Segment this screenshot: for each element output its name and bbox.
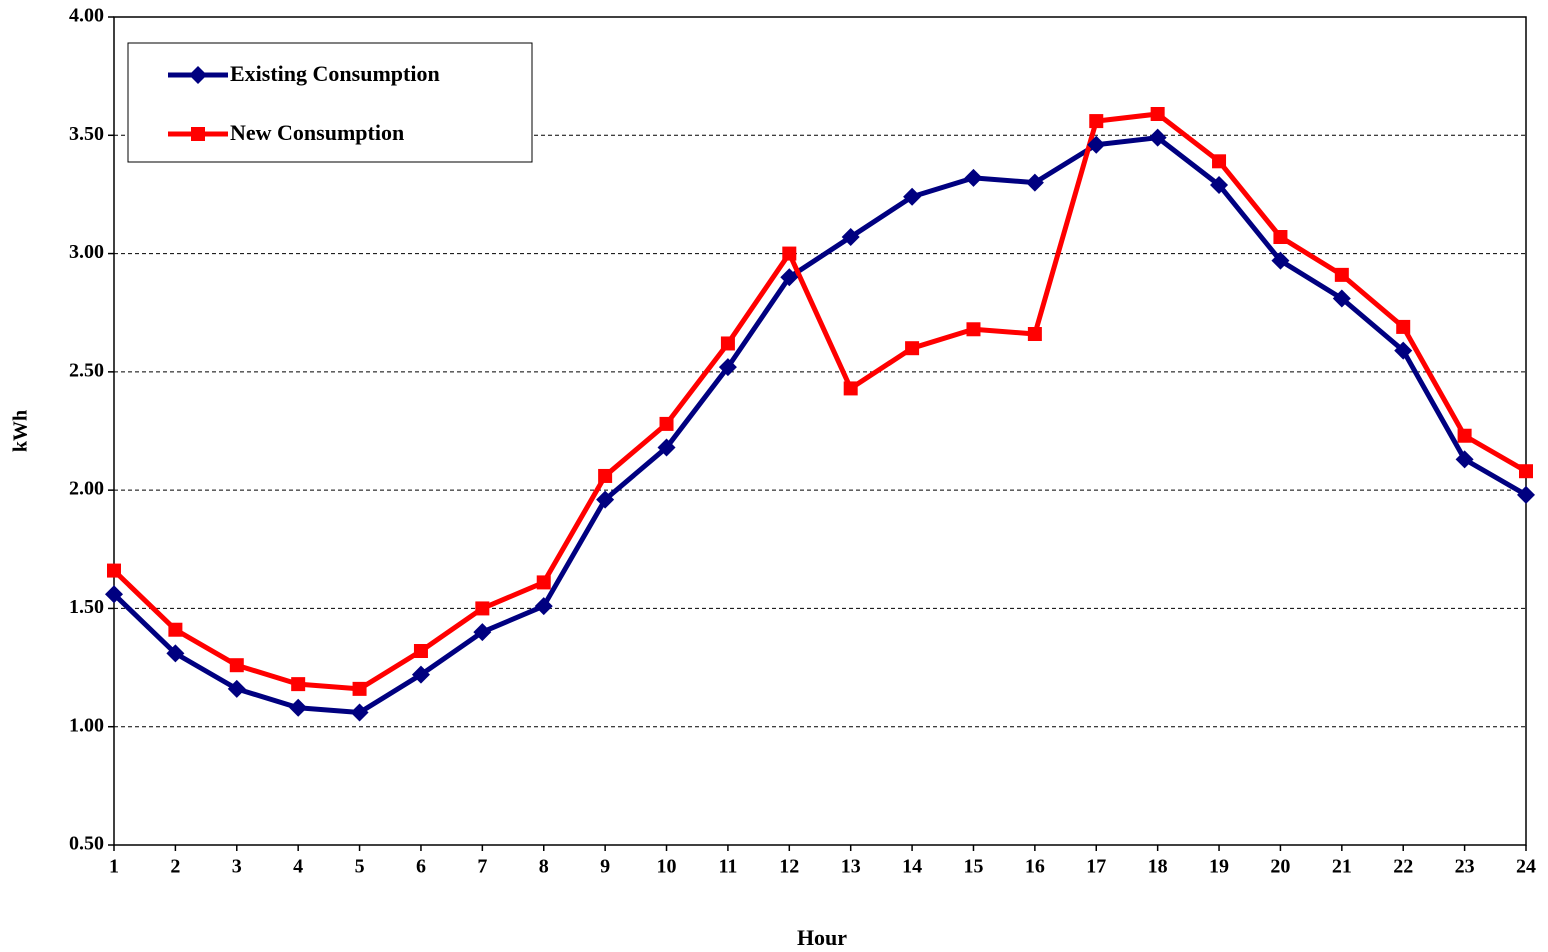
legend-marker [191,127,205,141]
x-tick-label: 16 [1025,856,1045,878]
x-tick-label: 10 [657,856,677,878]
data-point [1519,464,1533,479]
x-tick-label: 5 [355,856,365,878]
data-point [475,601,490,616]
data-point [659,416,674,431]
series-line [112,135,1528,716]
data-point [1517,485,1535,504]
y-tick-label: 1.00 [69,714,104,736]
data-point [1025,173,1044,192]
data-point [350,703,369,722]
data-point [1334,267,1349,282]
data-point [966,322,981,337]
x-axis-label: Hour [797,925,847,950]
data-point [536,575,551,590]
data-point [411,665,430,684]
x-tick-label: 14 [902,856,922,878]
y-tick-label: 4.00 [69,5,104,27]
y-tick-label: 3.00 [69,241,104,263]
data-point [905,341,920,356]
legend-label: Existing Consumption [230,61,440,86]
x-tick-label: 8 [539,856,549,878]
data-point [168,622,183,637]
data-point [473,623,492,642]
data-point [1027,327,1042,342]
x-tick-label: 11 [718,856,737,878]
legend-marker [189,66,207,84]
data-point [289,698,308,717]
y-tick-label: 3.50 [69,123,104,145]
data-point [534,597,553,616]
data-point [1271,251,1290,270]
data-point [1455,450,1474,469]
data-point [780,268,799,287]
data-point [657,438,676,457]
x-tick-label: 3 [232,856,242,878]
x-tick-label: 19 [1209,856,1229,878]
x-tick-label: 7 [477,856,487,878]
x-tick-label: 6 [416,856,426,878]
data-point [1087,135,1106,154]
x-tick-label: 24 [1516,856,1536,878]
x-tick-label: 15 [963,856,983,878]
data-point [841,228,860,247]
x-tick-label: 21 [1332,856,1352,878]
legend-box [127,42,533,163]
x-tick-label: 9 [600,856,610,878]
x-tick-label: 23 [1455,856,1475,878]
data-point [718,358,737,377]
data-point [1212,154,1227,169]
x-tick-label: 12 [779,856,799,878]
y-tick-label: 2.00 [69,478,104,500]
data-point [596,490,615,509]
data-point [1332,289,1351,308]
data-point [227,679,246,698]
data-point [782,246,797,261]
data-point [107,563,121,578]
data-point [903,187,922,206]
data-point [1089,114,1104,129]
data-point [1210,175,1229,194]
data-point [291,677,306,692]
x-tick-label: 1 [109,856,119,878]
y-axis-label: kWh [10,410,32,452]
y-tick-label: 2.50 [69,359,104,381]
data-point [598,468,613,483]
x-tick-label: 4 [293,856,303,878]
data-point [229,658,244,673]
data-point [720,336,735,351]
x-tick-label: 17 [1086,856,1106,878]
x-tick-label: 13 [841,856,861,878]
data-point [964,168,983,187]
x-tick-label: 20 [1270,856,1290,878]
legend-label: New Consumption [230,120,404,145]
data-point [105,585,123,604]
data-point [843,381,858,396]
x-tick-label: 22 [1393,856,1413,878]
data-point [1148,128,1167,147]
y-tick-label: 1.50 [69,596,104,618]
x-tick-label: 2 [170,856,180,878]
data-point [1273,230,1288,245]
data-point [1396,319,1411,334]
plot-area [113,16,1527,846]
data-point [1457,428,1472,443]
data-point [413,644,428,659]
data-point [352,681,367,696]
series-line [112,111,1528,692]
data-point [166,644,185,663]
data-point [1394,341,1413,360]
x-tick-label: 18 [1148,856,1168,878]
y-tick-label: 0.50 [69,833,104,855]
data-point [1150,106,1165,121]
